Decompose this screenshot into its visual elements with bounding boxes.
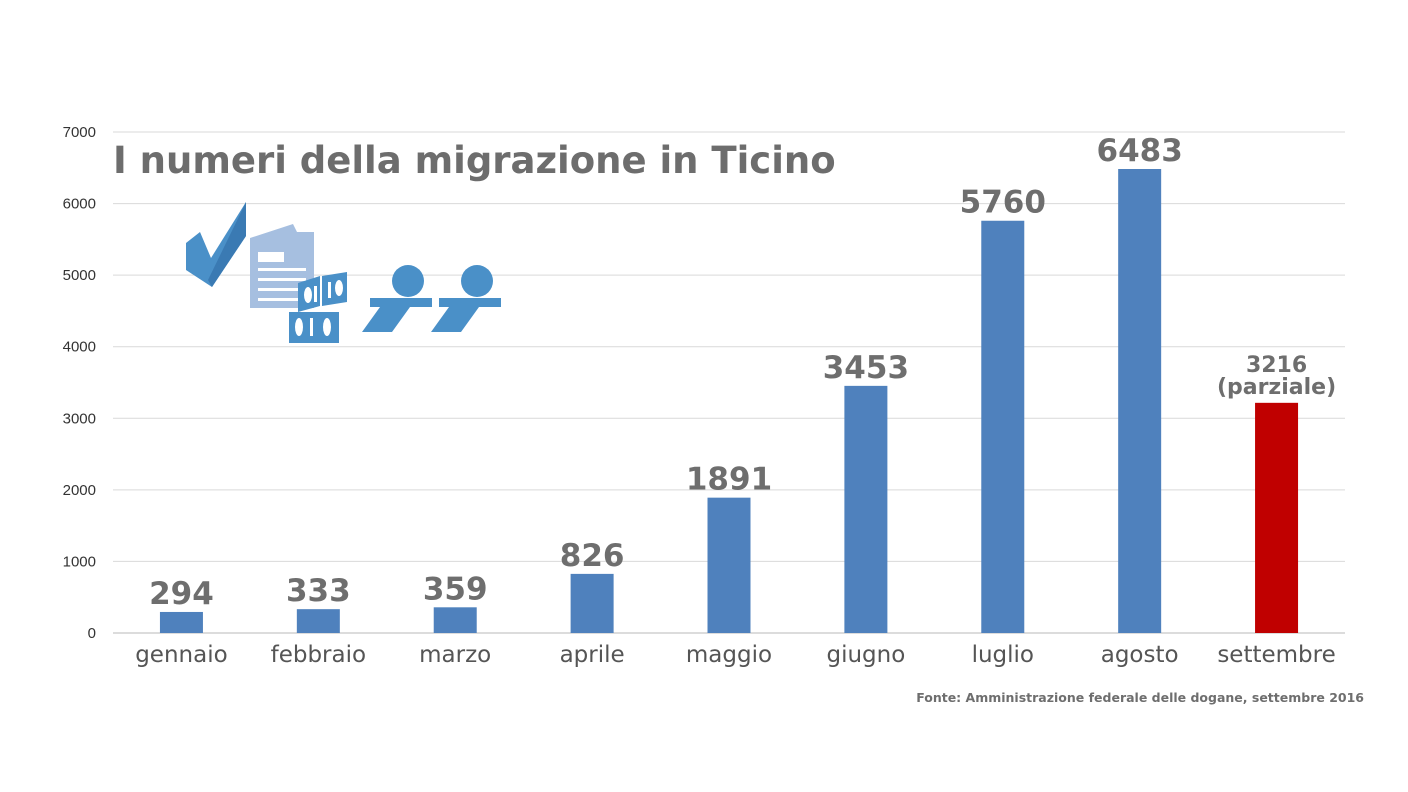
bars [159,169,1299,633]
data-label: 826 [560,538,625,574]
x-tick-label: settembre [1217,642,1335,668]
data-label: 294 [149,576,214,612]
data-labels: 294 333 359 826 1891 3453 5760 6483 3216(parzial… [149,133,1336,612]
checkmark-icon [186,202,246,287]
bar-gennaio [159,611,203,633]
binary-code-icon [289,272,347,343]
x-tick-label: maggio [686,642,772,668]
bar-luglio [981,220,1025,633]
bar-agosto [1118,169,1162,633]
person-icon [362,265,432,332]
y-tick-label: 6000 [63,196,96,213]
x-tick-label: luglio [972,642,1034,668]
x-tick-label: aprile [560,642,625,668]
data-label: 359 [423,571,488,607]
data-label: 3216 [1246,353,1307,378]
source-note: Fonte: Amministrazione federale delle do… [916,690,1364,705]
bar-settembre [1255,402,1299,633]
y-tick-label: 4000 [63,339,96,356]
migration-icons [186,202,501,343]
bar-aprile [570,573,614,633]
chart-title: I numeri della migrazione in Ticino [113,139,836,182]
y-tick-label: 3000 [63,410,96,427]
x-axis-ticks: gennaio febbraio marzo aprile maggio giugno lu… [135,642,1336,668]
bar-maggio [707,497,751,633]
x-tick-label: febbraio [271,642,366,668]
y-tick-label: 2000 [63,482,96,499]
y-tick-label: 0 [88,625,96,642]
y-tick-label: 7000 [63,124,96,141]
data-label: 1891 [686,462,772,498]
x-tick-label: marzo [419,642,491,668]
x-tick-label: agosto [1101,642,1179,668]
x-tick-label: gennaio [135,642,227,668]
data-label: 5760 [960,185,1046,221]
data-label: 3453 [823,350,909,386]
x-tick-label: giugno [826,642,905,668]
bar-marzo [433,607,477,633]
y-tick-label: 1000 [63,553,96,570]
data-label: 6483 [1097,133,1183,169]
bar-febbraio [296,609,340,633]
bar-giugno [844,385,888,633]
y-tick-label: 5000 [63,267,96,284]
data-label: 333 [286,573,351,609]
partial-note: (parziale) [1217,375,1336,400]
person-icon [431,265,501,332]
y-axis-ticks: 0 1000 2000 3000 4000 5000 6000 7000 [63,124,96,642]
